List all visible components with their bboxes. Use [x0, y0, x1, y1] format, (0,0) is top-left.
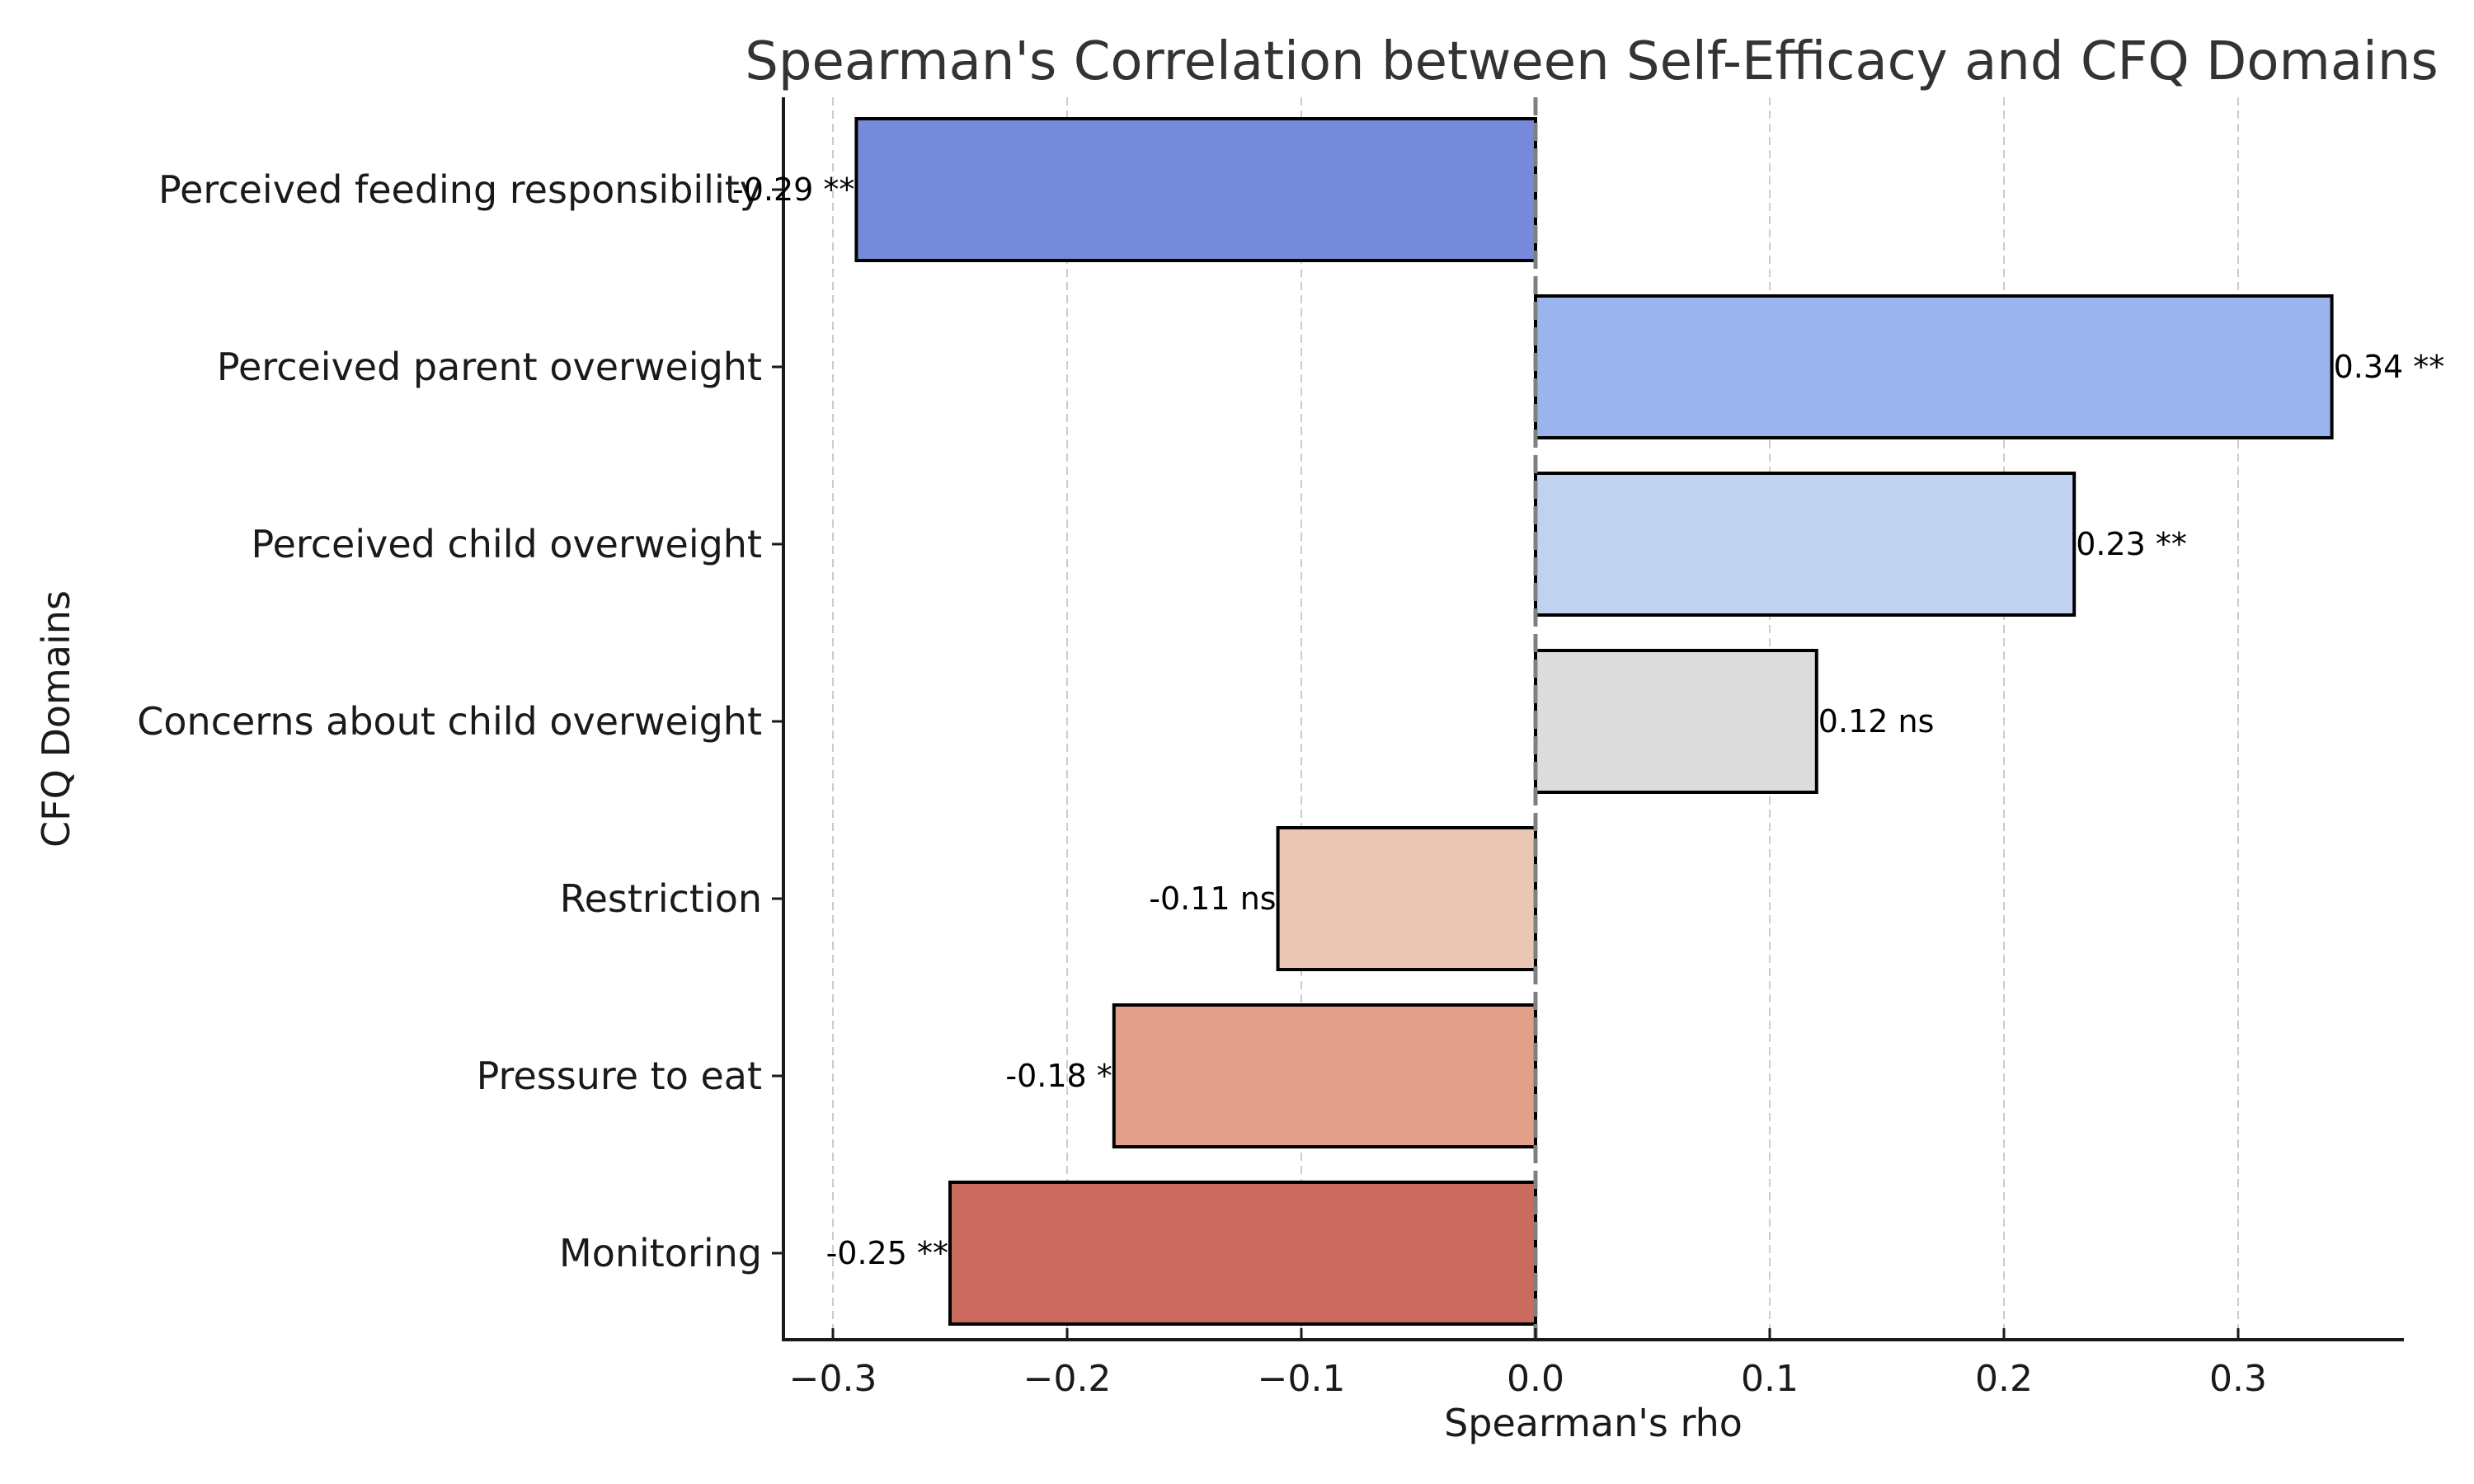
y-category-label: Perceived parent overweight — [217, 345, 762, 389]
bar-pressure-to-eat — [1112, 1003, 1538, 1148]
bar-perceived-parent-overweight — [1534, 294, 2334, 439]
x-tick-label: 0.3 — [2209, 1358, 2267, 1400]
bar-concerns-about-child-overweight — [1534, 649, 1818, 794]
bars-group — [854, 117, 2334, 1326]
x-tick-label: 0.2 — [1975, 1358, 2033, 1400]
data-label: 0.34 ** — [2334, 349, 2445, 385]
data-label: -0.25 ** — [826, 1235, 948, 1271]
chart-title: Spearman's Correlation between Self-Effi… — [745, 31, 2438, 92]
x-tick-label: −0.2 — [1023, 1358, 1112, 1400]
x-axis-title: Spearman's rho — [1444, 1401, 1743, 1445]
data-label: -0.11 ns — [1149, 881, 1276, 917]
bar-restriction — [1276, 826, 1537, 971]
bar-perceived-feeding-responsibility — [854, 117, 1537, 262]
data-label: 0.23 ** — [2076, 526, 2187, 562]
y-category-label: Pressure to eat — [477, 1054, 762, 1098]
y-axis-title: CFQ Domains — [34, 590, 78, 848]
y-ticks-group: Perceived feeding responsibility Perceive… — [137, 167, 783, 1275]
x-tick-label: −0.1 — [1258, 1358, 1346, 1400]
x-tick-label: −0.3 — [789, 1358, 877, 1400]
y-category-label: Restriction — [560, 876, 762, 921]
y-category-label: Perceived child overweight — [251, 522, 762, 566]
bar-perceived-child-overweight — [1534, 472, 2077, 617]
x-ticks-group: −0.3 −0.2 −0.1 0.0 0.1 0.2 0.3 — [789, 1328, 2267, 1400]
y-category-label: Concerns about child overweight — [137, 699, 762, 744]
bar-monitoring — [948, 1181, 1537, 1326]
axes-group — [782, 97, 2404, 1341]
y-category-label: Monitoring — [559, 1231, 762, 1275]
data-label: -0.18 * — [1005, 1058, 1112, 1094]
data-labels-group: -0.29 ** 0.34 ** 0.23 ** 0.12 ns -0.11 ns -0.… — [732, 171, 2444, 1271]
data-label: -0.29 ** — [732, 171, 854, 208]
x-tick-label: 0.1 — [1741, 1358, 1799, 1400]
x-tick-label: 0.0 — [1507, 1358, 1564, 1400]
y-category-label: Perceived feeding responsibility — [158, 167, 762, 212]
data-label: 0.12 ns — [1818, 703, 1935, 740]
